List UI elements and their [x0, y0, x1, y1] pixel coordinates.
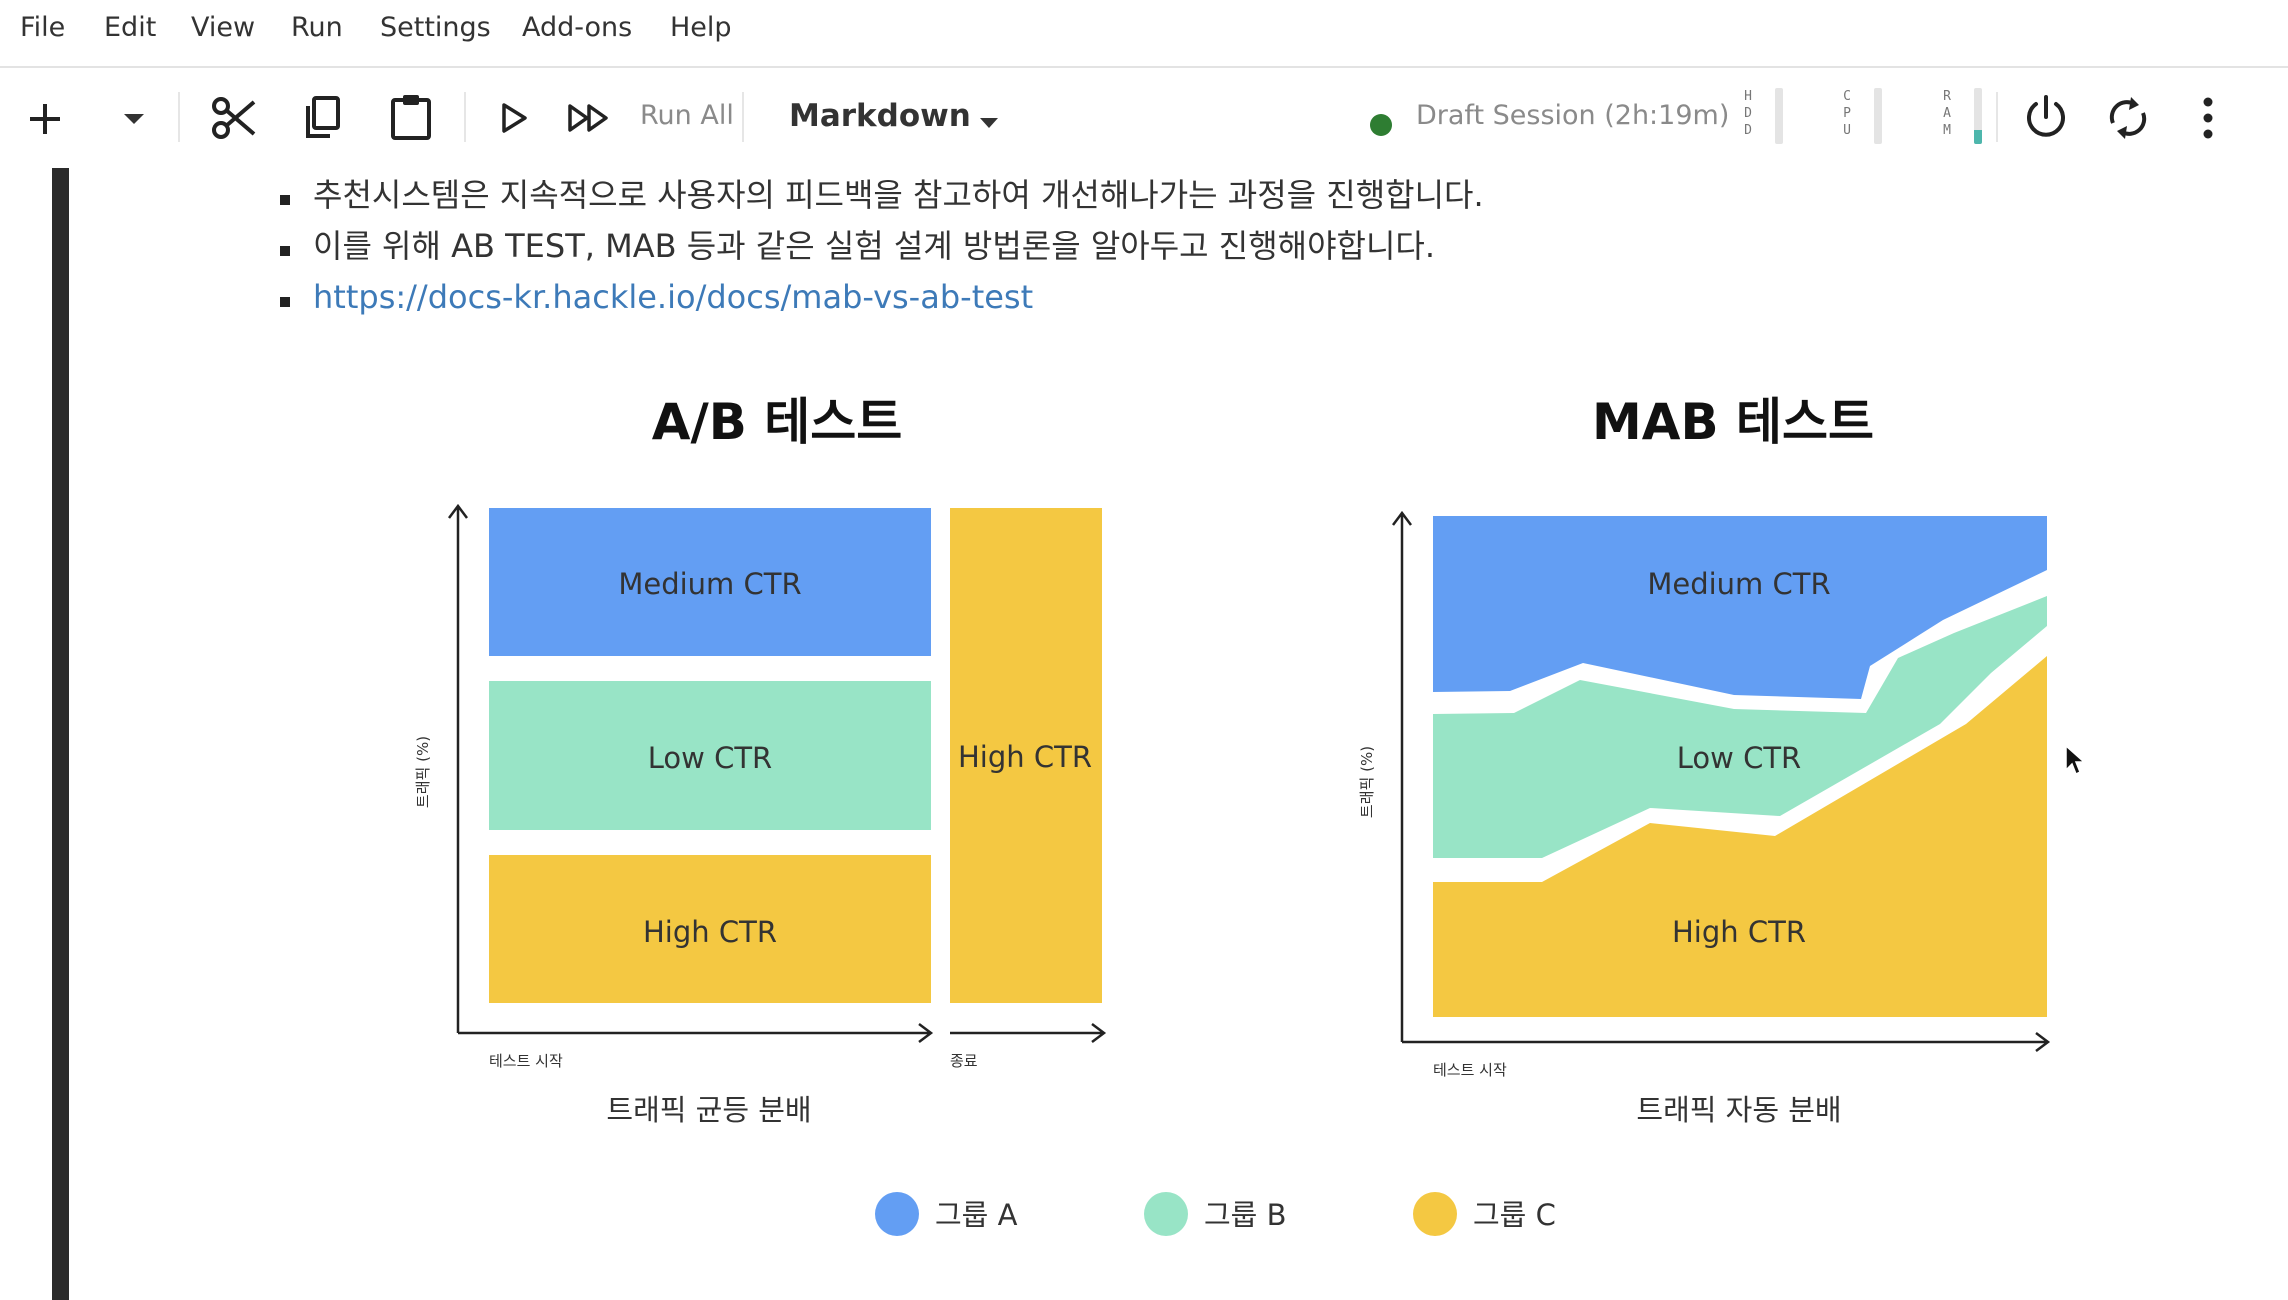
add-cell-button[interactable] — [20, 94, 70, 144]
ab-start-label: 테스트 시작 — [489, 1052, 563, 1070]
mab-y-axis-label: 트래픽 (%) — [1358, 746, 1376, 818]
session-status-dot — [1370, 114, 1392, 136]
legend-label: 그룹 B — [1204, 1198, 1286, 1232]
doc-link[interactable]: https://docs-kr.hackle.io/docs/mab-vs-ab… — [313, 278, 1034, 316]
plus-icon — [30, 104, 60, 134]
ab-y-axis-label: 트래픽 (%) — [414, 736, 432, 808]
run-cell-button[interactable] — [494, 98, 534, 138]
add-cell-dropdown[interactable] — [112, 102, 156, 136]
mab-segment-label: Low CTR — [1677, 741, 1801, 775]
cell-type-dropdown[interactable] — [979, 114, 999, 133]
ab-x-axis-extension — [950, 1023, 1107, 1043]
active-cell-indicator — [52, 168, 69, 1300]
legend-label: 그룹 A — [935, 1198, 1018, 1232]
toolbar-divider — [742, 92, 744, 142]
cell-type-select[interactable]: Markdown — [789, 98, 971, 134]
mab-segment-label: High CTR — [1672, 915, 1806, 949]
kebab-menu-icon — [2203, 97, 2213, 139]
legend: 그룹 A 그룹 B 그룹 C — [875, 1192, 1556, 1236]
play-icon — [502, 103, 527, 133]
ab-chart: Medium CTR Low CTR High CTR High CTR 트래픽… — [414, 503, 1107, 1127]
ram-meter — [1974, 88, 1982, 144]
bullet-text: 추천시스템은 지속적으로 사용자의 피드백을 참고하여 개선해나가는 과정을 진… — [313, 176, 1484, 214]
toolbar-divider — [464, 92, 466, 142]
copy-icon — [306, 96, 340, 138]
ab-x-axis — [458, 1023, 934, 1043]
menu-run[interactable]: Run — [291, 12, 343, 43]
scissors-icon — [212, 97, 256, 139]
ab-caption: 트래픽 균등 분배 — [606, 1093, 811, 1127]
menu-add-ons[interactable]: Add-ons — [522, 12, 633, 43]
copy-button[interactable] — [296, 90, 348, 146]
menu-bar: File Edit View Run Settings Add-ons Help — [0, 0, 2288, 68]
refresh-icon — [2109, 97, 2147, 139]
ab-winner-block — [950, 508, 1102, 1003]
menu-edit[interactable]: Edit — [104, 12, 157, 43]
menu-view[interactable]: View — [191, 12, 256, 43]
mab-title: MAB 테스트 — [1592, 393, 1874, 451]
hdd-meter — [1775, 88, 1783, 144]
mab-x-axis — [1402, 1032, 2051, 1052]
mab-segment-label: Medium CTR — [1647, 567, 1830, 601]
mouse-cursor-icon — [2064, 744, 2086, 780]
ab-segment-label: High CTR — [643, 915, 777, 949]
toolbar: Run All Markdown Draft Session (2h:19m) … — [0, 68, 2288, 166]
caret-down-icon — [124, 114, 144, 124]
mab-caption: 트래픽 자동 분배 — [1636, 1093, 1841, 1127]
cpu-meter — [1874, 88, 1882, 144]
power-button[interactable] — [2018, 90, 2074, 146]
menu-file[interactable]: File — [20, 12, 66, 43]
ab-y-axis — [448, 503, 468, 1033]
caret-down-icon — [980, 118, 998, 128]
menu-settings[interactable]: Settings — [380, 12, 491, 43]
ab-segment-label: Low CTR — [648, 741, 772, 775]
ab-group-a-block — [489, 508, 931, 656]
legend-swatch-a — [875, 1192, 919, 1236]
mab-chart: Medium CTR Low CTR High CTR 트래픽 (%) 테스트 … — [1358, 510, 2051, 1127]
ab-segment-label: Medium CTR — [618, 567, 801, 601]
fast-forward-icon — [568, 104, 608, 132]
legend-swatch-b — [1144, 1192, 1188, 1236]
menu-help[interactable]: Help — [670, 12, 732, 43]
mab-start-label: 테스트 시작 — [1433, 1061, 1507, 1079]
session-status[interactable]: Draft Session (2h:19m) — [1416, 100, 1730, 131]
power-icon — [2027, 95, 2065, 137]
mab-group-c-area — [1433, 656, 2047, 1017]
clipboard-icon — [391, 95, 431, 140]
toolbar-divider — [1996, 92, 1998, 142]
legend-swatch-c — [1413, 1192, 1457, 1236]
mab-group-a-area — [1433, 516, 2047, 699]
ab-group-b-block — [489, 681, 931, 830]
mab-group-b-area — [1433, 596, 2047, 858]
ab-end-label: 종료 — [950, 1052, 978, 1070]
bullet-text: 이를 위해 AB TEST, MAB 등과 같은 실험 설계 방법론을 알아두고… — [313, 227, 1436, 265]
mab-y-axis — [1392, 510, 1412, 1042]
toolbar-divider — [178, 92, 180, 142]
run-all-button[interactable]: Run All — [640, 100, 734, 131]
restart-button[interactable] — [2100, 90, 2156, 146]
cut-button[interactable] — [206, 90, 262, 146]
ab-title: A/B 테스트 — [651, 393, 903, 451]
run-all-icon-button[interactable] — [564, 98, 616, 138]
legend-label: 그룹 C — [1473, 1198, 1556, 1232]
ram-meter-fill — [1974, 130, 1982, 144]
ab-winner-label: High CTR — [958, 740, 1092, 774]
more-options-button[interactable] — [2188, 90, 2228, 146]
ab-group-c-block — [489, 855, 931, 1003]
paste-button[interactable] — [384, 88, 438, 146]
